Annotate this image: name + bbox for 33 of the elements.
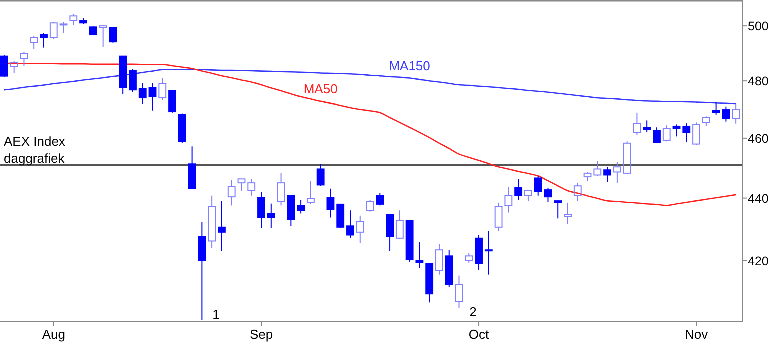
y-tick-label: 480 [748,74,768,89]
candlestick [455,275,464,309]
y-tick-label: 500 [748,20,768,34]
candlestick [356,215,364,244]
candlestick [732,104,740,124]
annotation: 1 [212,307,220,322]
candlestick [228,180,236,206]
candlestick [148,82,157,112]
candlestick [484,230,493,276]
series-label: MA50 [304,81,338,96]
candlestick [258,192,266,229]
y-tick-label: 440 [748,192,768,206]
y-tick-label: 460 [748,132,768,146]
x-tick-label: Aug [42,327,66,342]
candlestick [346,210,354,239]
candlestick [138,82,147,105]
x-tick-label: Oct [468,327,490,342]
candlestick [504,186,513,214]
line-series [4,69,737,105]
y-tick-label: 420 [748,254,768,268]
text: AEX Index [4,134,66,149]
text: daggrafiek [4,151,66,166]
candlestick [326,188,335,218]
x-tick-label: Nov [684,327,709,342]
candlestick [475,234,483,270]
candlestick [218,200,226,252]
series-label: MA150 [389,58,430,74]
annotation: 2 [470,304,477,320]
candlestick [198,222,206,320]
x-tick-label: Sep [250,327,274,342]
candlestick [208,195,216,249]
candlestick [267,203,276,229]
candlestick [564,202,572,225]
